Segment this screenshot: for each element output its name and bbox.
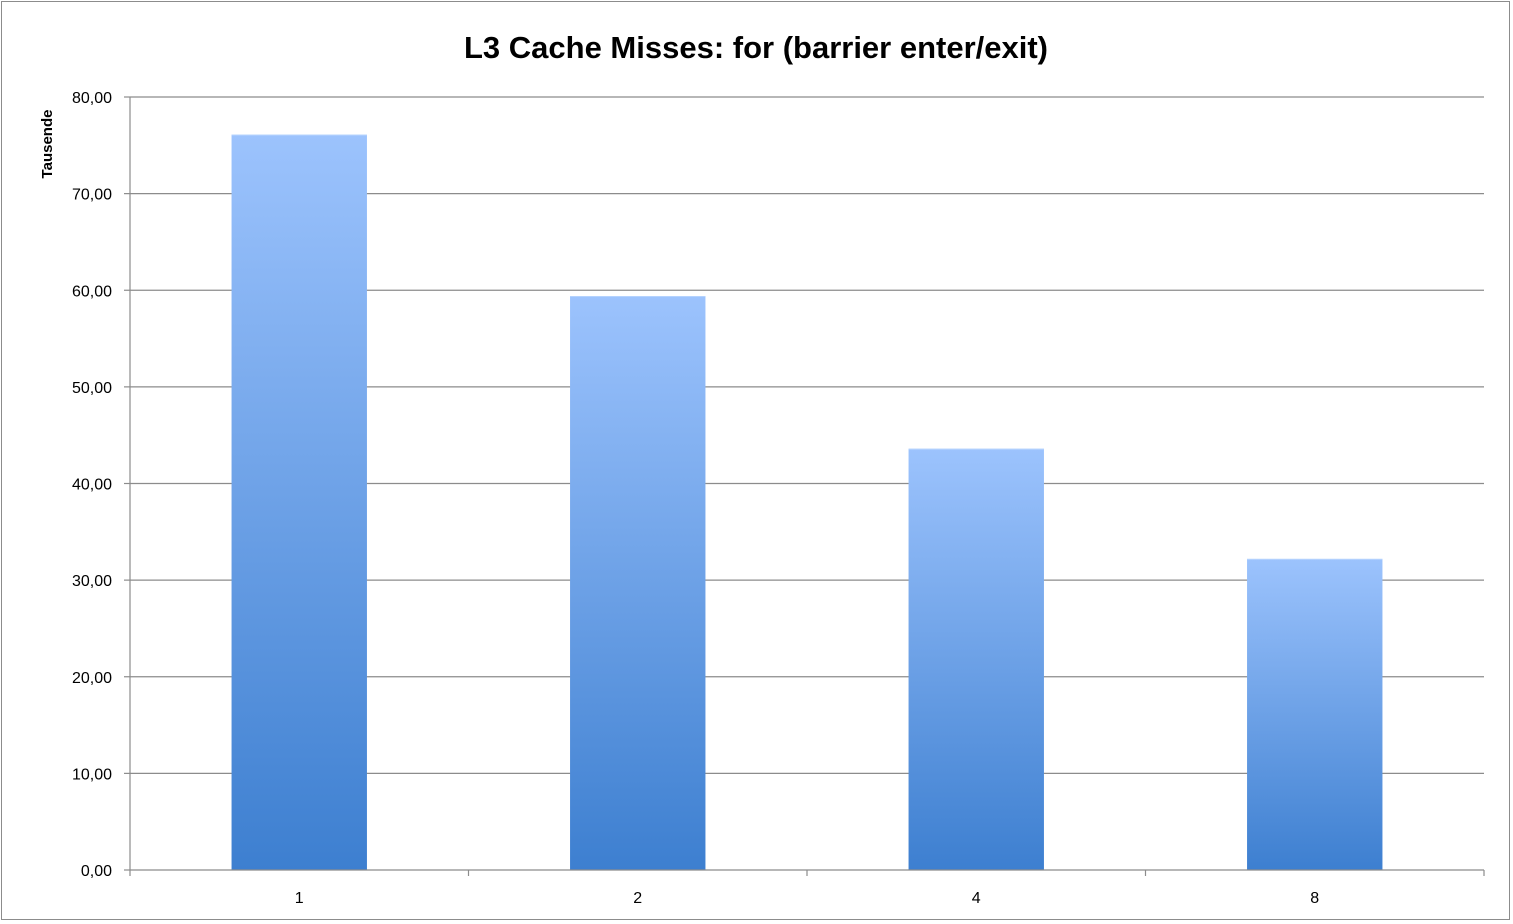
y-axis-label: Tausende <box>39 110 56 179</box>
y-tick-label: 60,00 <box>72 283 112 300</box>
y-tick-label: 70,00 <box>72 187 112 204</box>
y-tick-label: 10,00 <box>72 766 112 783</box>
bar-2 <box>570 296 706 870</box>
y-tick-label: 20,00 <box>72 670 112 687</box>
x-tick-label: 2 <box>633 890 642 907</box>
y-tick-labels: 0,00 10,00 20,00 30,00 40,00 50,00 60,00 70,00 8… <box>72 90 112 880</box>
y-tick-label: 0,00 <box>81 863 112 880</box>
axes <box>129 97 1485 876</box>
bar-4 <box>908 448 1044 870</box>
x-tick-label: 1 <box>295 890 304 907</box>
x-tick-labels: 1 2 4 8 <box>295 890 1320 907</box>
y-tick-label: 80,00 <box>72 90 112 107</box>
bar-8 <box>1247 558 1383 870</box>
y-tick-label: 30,00 <box>72 573 112 590</box>
bars <box>231 134 1383 871</box>
x-tick-label: 8 <box>1310 890 1319 907</box>
y-tick-label: 50,00 <box>72 380 112 397</box>
bar-1 <box>231 134 367 871</box>
y-tick-label: 40,00 <box>72 477 112 494</box>
x-tick-label: 4 <box>972 890 981 907</box>
chart-title: L3 Cache Misses: for (barrier enter/exit… <box>464 30 1048 65</box>
